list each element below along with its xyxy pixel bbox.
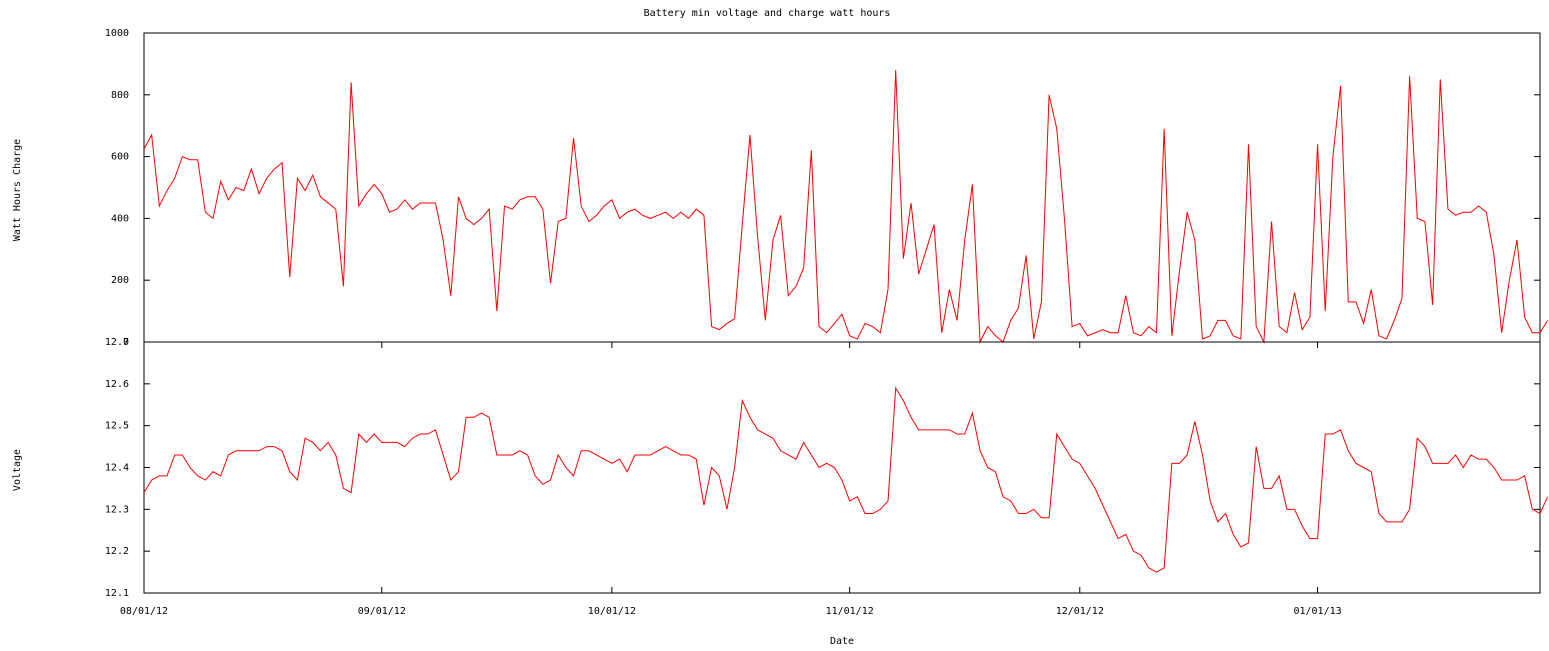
- y-tick-label: 12.1: [105, 588, 129, 599]
- x-tick-label: 08/01/12: [120, 606, 168, 617]
- x-tick-label: 12/01/12: [1056, 606, 1104, 617]
- y-axis-label: Watt Hours Charge: [12, 139, 23, 241]
- y-tick-label: 12.3: [105, 504, 129, 515]
- y-tick-label: 12.2: [105, 546, 129, 557]
- y-tick-label: 200: [111, 275, 129, 286]
- y-tick-label: 800: [111, 90, 129, 101]
- x-axis-label: Date: [830, 636, 854, 647]
- data-line: [143, 386, 1549, 573]
- chart-title: Battery min voltage and charge watt hour…: [644, 8, 891, 19]
- y-tick-label: 600: [111, 152, 129, 163]
- x-tick-label: 09/01/12: [358, 606, 406, 617]
- plot-frame: [143, 32, 1541, 343]
- y-tick-label: 12.4: [105, 463, 129, 474]
- data-line: [143, 70, 1549, 344]
- y-tick-label: 400: [111, 213, 129, 224]
- x-tick-label: 11/01/12: [826, 606, 874, 617]
- y-tick-label: 1000: [105, 28, 129, 39]
- y-tick-label: 12.7: [105, 337, 129, 348]
- y-tick-label: 12.5: [105, 421, 129, 432]
- x-tick-label: 10/01/12: [588, 606, 636, 617]
- plot-frame: [143, 341, 1541, 594]
- y-tick-label: 12.6: [105, 379, 129, 390]
- x-tick-label: 01/01/13: [1293, 606, 1341, 617]
- y-axis-label: Voltage: [12, 449, 23, 491]
- y-tick-label: 0: [123, 337, 129, 348]
